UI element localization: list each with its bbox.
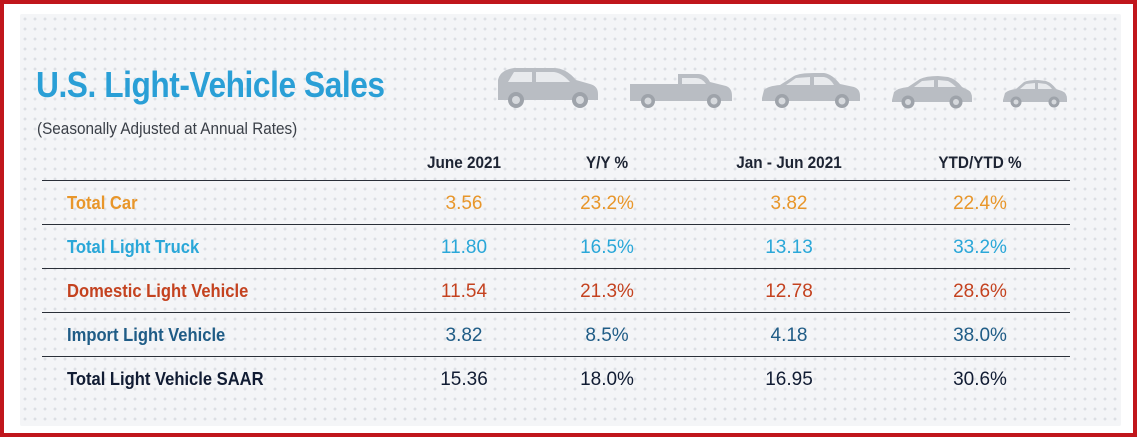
table-row-total-car: Total Car 3.56 23.2% 3.82 22.4% <box>42 180 1070 224</box>
table-cell: 8.5% <box>585 325 629 346</box>
row-label: Domestic Light Vehicle <box>67 281 249 301</box>
table-row-total-light-vehicle-saar: Total Light Vehicle SAAR 15.36 18.0% 16.… <box>42 356 1070 400</box>
table-cell: 22.4% <box>953 193 1007 214</box>
column-header-ytd-pct: YTD/YTD % <box>938 153 1022 172</box>
table-cell: 15.36 <box>440 369 488 390</box>
table-cell: 16.5% <box>580 237 634 258</box>
table-cell: 12.78 <box>765 281 813 302</box>
table-cell: 16.95 <box>765 369 813 390</box>
row-label: Total Light Vehicle SAAR <box>67 369 264 389</box>
row-label: Total Light Truck <box>67 237 200 257</box>
column-header-jan-jun-2021: Jan - Jun 2021 <box>736 153 842 172</box>
column-header-june-2021: June 2021 <box>426 153 501 172</box>
table-row-total-light-truck: Total Light Truck 11.80 16.5% 13.13 33.2… <box>42 224 1070 268</box>
table-cell: 23.2% <box>580 193 634 214</box>
compact-car-icon <box>1000 78 1070 110</box>
table-cell: 18.0% <box>580 369 634 390</box>
table-cell: 11.80 <box>440 237 488 258</box>
vehicle-icons <box>492 62 1072 114</box>
table-cell: 13.13 <box>765 237 813 258</box>
table-row-import-light-vehicle: Import Light Vehicle 3.82 8.5% 4.18 38.0… <box>42 312 1070 356</box>
table-cell: 38.0% <box>953 325 1007 346</box>
minivan-icon <box>492 62 602 110</box>
sales-table: Total Car 3.56 23.2% 3.82 22.4% Total Li… <box>42 180 1070 400</box>
slide-title: U.S. Light-Vehicle Sales <box>36 64 385 105</box>
table-cell: 33.2% <box>953 237 1007 258</box>
table-cell: 3.56 <box>445 193 483 214</box>
pickup-truck-icon <box>626 68 736 110</box>
table-cell: 28.6% <box>953 281 1007 302</box>
slide-subtitle: (Seasonally Adjusted at Annual Rates) <box>37 119 298 138</box>
sedan-icon <box>758 70 864 110</box>
table-cell: 3.82 <box>445 325 483 346</box>
row-label: Total Car <box>67 193 138 213</box>
table-row-domestic-light-vehicle: Domestic Light Vehicle 11.54 21.3% 12.78… <box>42 268 1070 312</box>
column-header-yy-pct: Y/Y % <box>585 153 629 172</box>
table-cell: 21.3% <box>580 281 634 302</box>
hatchback-icon <box>888 74 976 110</box>
table-cell: 11.54 <box>440 281 488 302</box>
row-label: Import Light Vehicle <box>67 325 226 345</box>
table-cell: 30.6% <box>953 369 1007 390</box>
table-cell: 4.18 <box>770 325 808 346</box>
table-cell: 3.82 <box>770 193 808 214</box>
